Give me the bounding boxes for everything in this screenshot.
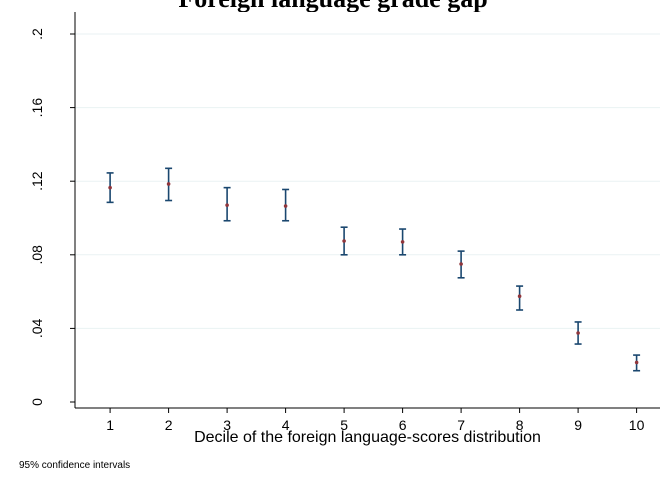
- y-tick-label-3: .12: [29, 171, 45, 191]
- x-tick-label-9: 10: [629, 417, 645, 433]
- x-ticks: 1 2 3 4 5 6 7 8 9 10: [106, 408, 645, 433]
- x-tick-label-7: 8: [516, 417, 524, 433]
- point-estimate-5: [342, 239, 346, 243]
- point-estimate-10: [634, 360, 639, 365]
- y-tick-label-0: 0: [29, 398, 45, 406]
- point-estimate-8: [517, 294, 522, 299]
- x-tick-label-0: 1: [106, 417, 114, 433]
- x-tick-label-3: 4: [282, 417, 290, 433]
- y-tick-label-2: .08: [29, 245, 45, 265]
- point-estimate-1: [108, 185, 112, 190]
- x-axis-label: Decile of the foreign language-scores di…: [194, 429, 541, 446]
- y-tick-label-4: .16: [29, 98, 45, 118]
- point-estimate-6: [400, 240, 405, 244]
- chart-title: Foreign language grade gap: [0, 0, 666, 14]
- point-estimate-9: [576, 331, 580, 335]
- x-tick-label-4: 5: [340, 417, 348, 433]
- point-estimate-4: [283, 204, 288, 208]
- point-estimate-2: [166, 182, 171, 186]
- point-estimate-7: [459, 262, 463, 266]
- title-clip: Foreign language grade gap: [0, 0, 666, 26]
- x-tick-label-6: 7: [457, 417, 465, 433]
- y-tick-label-1: .04: [29, 318, 45, 338]
- axes: [74, 12, 660, 409]
- plot-area: [75, 12, 660, 408]
- x-tick-label-5: 6: [399, 417, 407, 433]
- ci-note: 95% confidence intervals: [19, 460, 131, 471]
- y-ticks: 0 .04 .08 .12 .16 .2: [29, 28, 75, 406]
- data-marks: [106, 167, 641, 372]
- y-tick-label-5: .2: [29, 28, 45, 40]
- x-tick-label-8: 9: [574, 417, 582, 433]
- point-estimate-3: [225, 203, 229, 207]
- x-tick-label-1: 2: [165, 417, 173, 433]
- x-tick-label-2: 3: [223, 417, 231, 433]
- grid-lines: [75, 33, 660, 329]
